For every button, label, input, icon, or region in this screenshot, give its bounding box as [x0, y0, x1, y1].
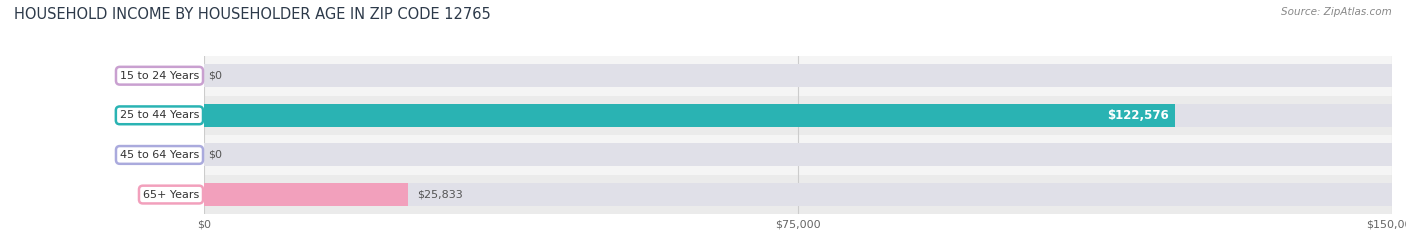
Text: 65+ Years: 65+ Years [143, 190, 200, 199]
Text: 15 to 24 Years: 15 to 24 Years [120, 71, 200, 81]
Bar [204, 56, 1392, 96]
Bar [204, 144, 1392, 166]
Bar [204, 104, 1392, 127]
Bar [204, 183, 1392, 206]
Bar [204, 135, 1392, 175]
Bar [204, 104, 1175, 127]
Text: $122,576: $122,576 [1107, 109, 1168, 122]
Text: HOUSEHOLD INCOME BY HOUSEHOLDER AGE IN ZIP CODE 12765: HOUSEHOLD INCOME BY HOUSEHOLDER AGE IN Z… [14, 7, 491, 22]
Text: 45 to 64 Years: 45 to 64 Years [120, 150, 200, 160]
Bar [204, 183, 409, 206]
Text: $25,833: $25,833 [416, 190, 463, 199]
Text: $0: $0 [208, 150, 222, 160]
Text: 25 to 44 Years: 25 to 44 Years [120, 110, 200, 120]
Text: $0: $0 [208, 71, 222, 81]
Bar [204, 175, 1392, 214]
Bar [204, 64, 1392, 87]
Text: Source: ZipAtlas.com: Source: ZipAtlas.com [1281, 7, 1392, 17]
Bar [204, 96, 1392, 135]
